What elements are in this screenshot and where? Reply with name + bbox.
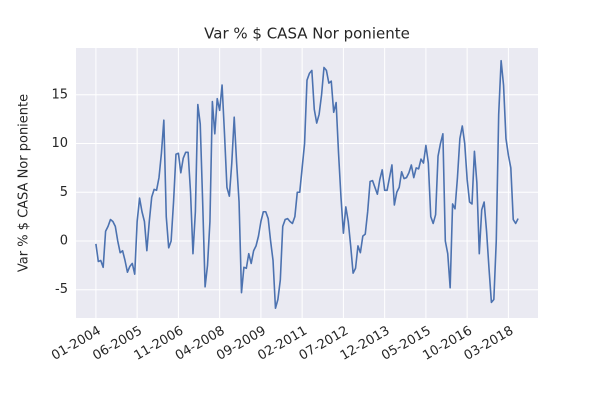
y-axis-label: Var % $ CASA Nor poniente: [17, 94, 32, 272]
y-tick-label: 15: [51, 87, 68, 102]
chart-title: Var % $ CASA Nor poniente: [204, 25, 410, 43]
y-tick-label: 0: [60, 233, 68, 248]
data-line: [95, 59, 519, 310]
y-tick-label: 10: [51, 136, 68, 151]
y-tick-label: 5: [60, 185, 68, 200]
y-tick-label: -5: [55, 282, 68, 297]
